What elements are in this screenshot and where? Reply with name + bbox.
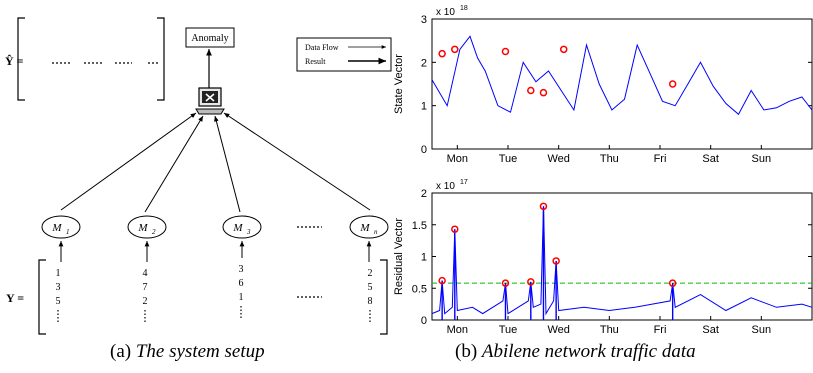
caption-a-prefix: (a) [110, 341, 132, 362]
legend-data-flow: Data Flow [305, 43, 339, 52]
y-matrix-cell: 3 [56, 282, 61, 293]
x-tick-label: Thu [600, 153, 619, 165]
y-tick-label: 1 [421, 252, 427, 264]
anomaly-marker [451, 45, 459, 54]
monitor-label: M [232, 222, 243, 234]
x-tick-label: Mon [447, 324, 468, 336]
monitor-node [41, 215, 81, 239]
monitor-label: M [359, 222, 370, 234]
caption-a-text: The system setup [135, 341, 265, 362]
data-flow-arrows [60, 112, 371, 213]
anomaly-marker [668, 80, 677, 88]
monitor-node [222, 215, 262, 239]
y-matrix-cell: 2 [368, 268, 373, 279]
y-tick-label: 0.5 [412, 283, 427, 295]
monitor-label: M [137, 222, 148, 234]
anomaly-box [185, 27, 235, 48]
yhat-label: Ŷ = [5, 54, 24, 68]
x-tick-label: Thu [600, 324, 619, 336]
system-setup-diagram: Ŷ = Anomaly Data Flow Result [5, 17, 392, 335]
y-tick-label: 0 [421, 315, 427, 327]
anomaly-label: Anomaly [191, 33, 228, 44]
x-tick-label: Wed [547, 153, 569, 165]
anomaly-marker [501, 47, 510, 56]
y-matrix-cell: 1 [56, 268, 61, 279]
yhat-left-bracket [17, 17, 25, 101]
monitor-subscript: n [374, 228, 378, 236]
anomaly-marker [438, 49, 446, 58]
x-tick-label: Fri [654, 153, 667, 165]
y-tick-label: 2 [421, 57, 427, 69]
y-axis-label: Residual Vector [393, 218, 405, 295]
series-line [431, 35, 813, 116]
x-tick-label: Sun [752, 324, 772, 336]
yhat-right-bracket [157, 17, 165, 101]
caption-b-text: Abilene network traffic data [481, 341, 696, 362]
anomaly-marker [552, 257, 560, 265]
y-axis-label: State Vector [393, 54, 405, 114]
computer-icon [195, 87, 225, 115]
anomaly-marker [539, 88, 548, 97]
monitor-label: M [51, 222, 62, 234]
legend-box [296, 37, 392, 72]
x-tick-label: Wed [547, 324, 569, 336]
monitor-subscript: 3 [246, 228, 251, 236]
y-label: Y = [6, 291, 24, 305]
anomaly-marker [559, 45, 568, 54]
y-matrix-cell: 2 [143, 296, 148, 307]
caption-a: (a) The system setup [110, 341, 265, 363]
x-tick-label: Sun [752, 153, 772, 165]
x-tick-label: Mon [447, 153, 468, 165]
plot-area [431, 192, 813, 321]
plot-area [431, 18, 813, 150]
y-matrix-cell: 4 [143, 268, 148, 279]
y-matrix-cell: 7 [143, 282, 148, 293]
x-tick-label: Sat [702, 324, 719, 336]
anomaly-marker [539, 202, 548, 211]
monitor-node [127, 215, 167, 239]
anomaly-marker [501, 279, 510, 287]
y-matrix-cell: 1 [239, 292, 244, 303]
y-matrix-cell: 8 [368, 296, 373, 307]
state-vector-chart: 0 1 2 3 Mon Tue Wed Thu Fri Sat Sun x 10 18 State Vec… [393, 5, 813, 165]
y-tick-label: 3 [421, 14, 427, 26]
x-tick-label: Tue [499, 153, 518, 165]
scale-exponent: 18 [460, 5, 468, 12]
anomaly-marker [438, 276, 446, 285]
caption-b-prefix: (b) [455, 341, 478, 362]
y-matrix-cell: 6 [239, 278, 244, 289]
y-matrix-cell: 5 [56, 296, 61, 307]
y-left-bracket [38, 259, 46, 335]
anomaly-marker [668, 279, 677, 287]
y-tick-label: 0 [421, 144, 427, 156]
y-columns: 1 3 5 4 7 2 3 6 1 2 5 8 [56, 264, 373, 324]
scale-exponent: 17 [460, 179, 468, 186]
anomaly-marker [451, 225, 459, 233]
caption-b: (b) Abilene network traffic data [455, 341, 696, 363]
x-tick-label: Tue [499, 324, 518, 336]
monitor-node [349, 215, 389, 239]
scale-label: x 10 [436, 7, 455, 18]
scale-label: x 10 [436, 181, 455, 192]
monitor-subscript: 2 [152, 228, 156, 236]
y-tick-label: 1.5 [412, 220, 427, 232]
y-right-bracket [380, 259, 388, 335]
residual-vector-chart: 0 0.5 1 1.5 2 Mon Tue Wed Thu Fri Sat Sun x 10 17 Resi… [393, 179, 813, 336]
legend-result: Result [305, 57, 326, 66]
y-tick-label: 1 [421, 101, 427, 113]
anomaly-marker [527, 278, 535, 286]
x-tick-label: Sat [702, 153, 719, 165]
y-tick-label: 2 [421, 188, 427, 200]
y-matrix-cell: 3 [239, 264, 244, 275]
y-matrix-cell: 5 [368, 282, 373, 293]
column-arrows [58, 241, 372, 262]
x-tick-label: Fri [654, 324, 667, 336]
series-line [431, 206, 813, 316]
anomaly-marker [527, 86, 535, 95]
monitor-subscript: 1 [66, 228, 70, 236]
